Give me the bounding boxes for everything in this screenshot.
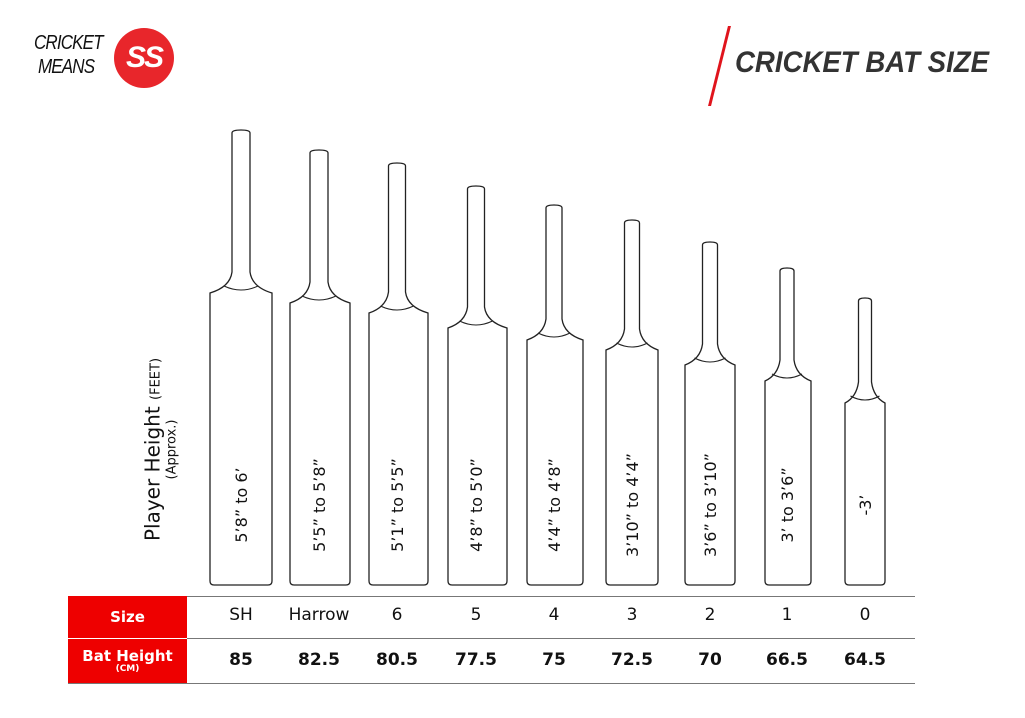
size-cell: 3 bbox=[626, 605, 638, 625]
size-cell: 4 bbox=[548, 605, 560, 625]
bat-height-cell: 70 bbox=[698, 650, 722, 670]
ss-logo-mark: SS bbox=[114, 28, 174, 88]
bat-height-cell: 85 bbox=[229, 650, 253, 670]
bat-outline bbox=[684, 241, 736, 586]
bat: 5’1” to 5’5” bbox=[368, 162, 429, 586]
size-cell: SH bbox=[229, 605, 253, 625]
bat-shoulder-line bbox=[380, 305, 414, 311]
bat-outline bbox=[526, 204, 584, 586]
bat-shoulder-line bbox=[223, 285, 259, 291]
bat-height-cell: 75 bbox=[542, 650, 566, 670]
y-axis-label: Player Height (FEET) (Approx.) bbox=[141, 320, 180, 580]
size-cell: 5 bbox=[470, 605, 482, 625]
bat-outline bbox=[844, 297, 886, 586]
page-title: CRICKET BAT SIZE bbox=[735, 46, 990, 79]
logo-text-line2: MEANS bbox=[38, 56, 95, 78]
player-height-label: 5’5” to 5’8” bbox=[310, 458, 329, 552]
table-line-bottom bbox=[68, 683, 915, 684]
bat-height-cell: 80.5 bbox=[376, 650, 418, 670]
bat-height-cell: 77.5 bbox=[455, 650, 497, 670]
bat: 5’8” to 6’ bbox=[209, 129, 273, 586]
size-header: Size bbox=[68, 596, 187, 639]
player-height-label: 5’1” to 5’5” bbox=[388, 458, 407, 552]
logo: CRICKET MEANS SS bbox=[28, 26, 178, 92]
player-height-label: 4’4” to 4’8” bbox=[545, 458, 564, 552]
bat-shoulder-line bbox=[616, 342, 648, 348]
bat-height-cell: 66.5 bbox=[766, 650, 808, 670]
bat-height-cell: 64.5 bbox=[844, 650, 886, 670]
bat-outline bbox=[605, 219, 659, 586]
bat-shoulder-line bbox=[537, 332, 571, 338]
bat: -3’ bbox=[844, 297, 886, 586]
bat-height-header-label: Bat Height bbox=[82, 647, 173, 665]
bat-shoulder-line bbox=[694, 357, 726, 363]
bat-shoulder-line bbox=[771, 373, 803, 379]
size-cell: Harrow bbox=[288, 605, 350, 625]
bat-shoulder-line bbox=[459, 320, 493, 326]
bat-height-header-unit: (CM) bbox=[115, 664, 140, 674]
player-height-label: 3’10” to 4’4” bbox=[623, 453, 642, 557]
size-cell: 0 bbox=[859, 605, 871, 625]
bat: 3’10” to 4’4” bbox=[605, 219, 659, 586]
table-line-middle bbox=[187, 638, 915, 639]
player-height-label: 3’ to 3’6” bbox=[778, 467, 797, 542]
bat-height-cell: 72.5 bbox=[611, 650, 653, 670]
y-axis-unit: (FEET) bbox=[148, 357, 164, 400]
bat-height-cell: 82.5 bbox=[298, 650, 340, 670]
bat: 3’ to 3’6” bbox=[764, 267, 812, 586]
bat-shoulder-line bbox=[850, 395, 880, 401]
table-line-top bbox=[187, 596, 915, 597]
player-height-label: 4’8” to 5’0” bbox=[467, 458, 486, 552]
size-cell: 6 bbox=[391, 605, 403, 625]
bat: 3’6” to 3’10” bbox=[684, 241, 736, 586]
bat-outline bbox=[764, 267, 812, 586]
bat-height-header: Bat Height (CM) bbox=[68, 639, 187, 683]
logo-text-line1: CRICKET bbox=[34, 32, 104, 54]
size-cell: 2 bbox=[704, 605, 716, 625]
player-height-label: -3’ bbox=[856, 494, 875, 515]
y-axis-title: Player Height bbox=[140, 406, 165, 542]
player-height-label: 5’8” to 6’ bbox=[232, 467, 251, 542]
bat: 4’4” to 4’8” bbox=[526, 204, 584, 586]
bat-shoulder-line bbox=[301, 295, 337, 301]
player-height-label: 3’6” to 3’10” bbox=[701, 453, 720, 557]
bat-outline bbox=[368, 162, 429, 586]
bat: 4’8” to 5’0” bbox=[447, 185, 508, 586]
bat-outline bbox=[209, 129, 273, 586]
y-axis-note: (Approx.) bbox=[164, 419, 180, 480]
bat-outline bbox=[289, 149, 351, 586]
bat: 5’5” to 5’8” bbox=[289, 149, 351, 586]
size-cell: 1 bbox=[781, 605, 793, 625]
bat-outline bbox=[447, 185, 508, 586]
